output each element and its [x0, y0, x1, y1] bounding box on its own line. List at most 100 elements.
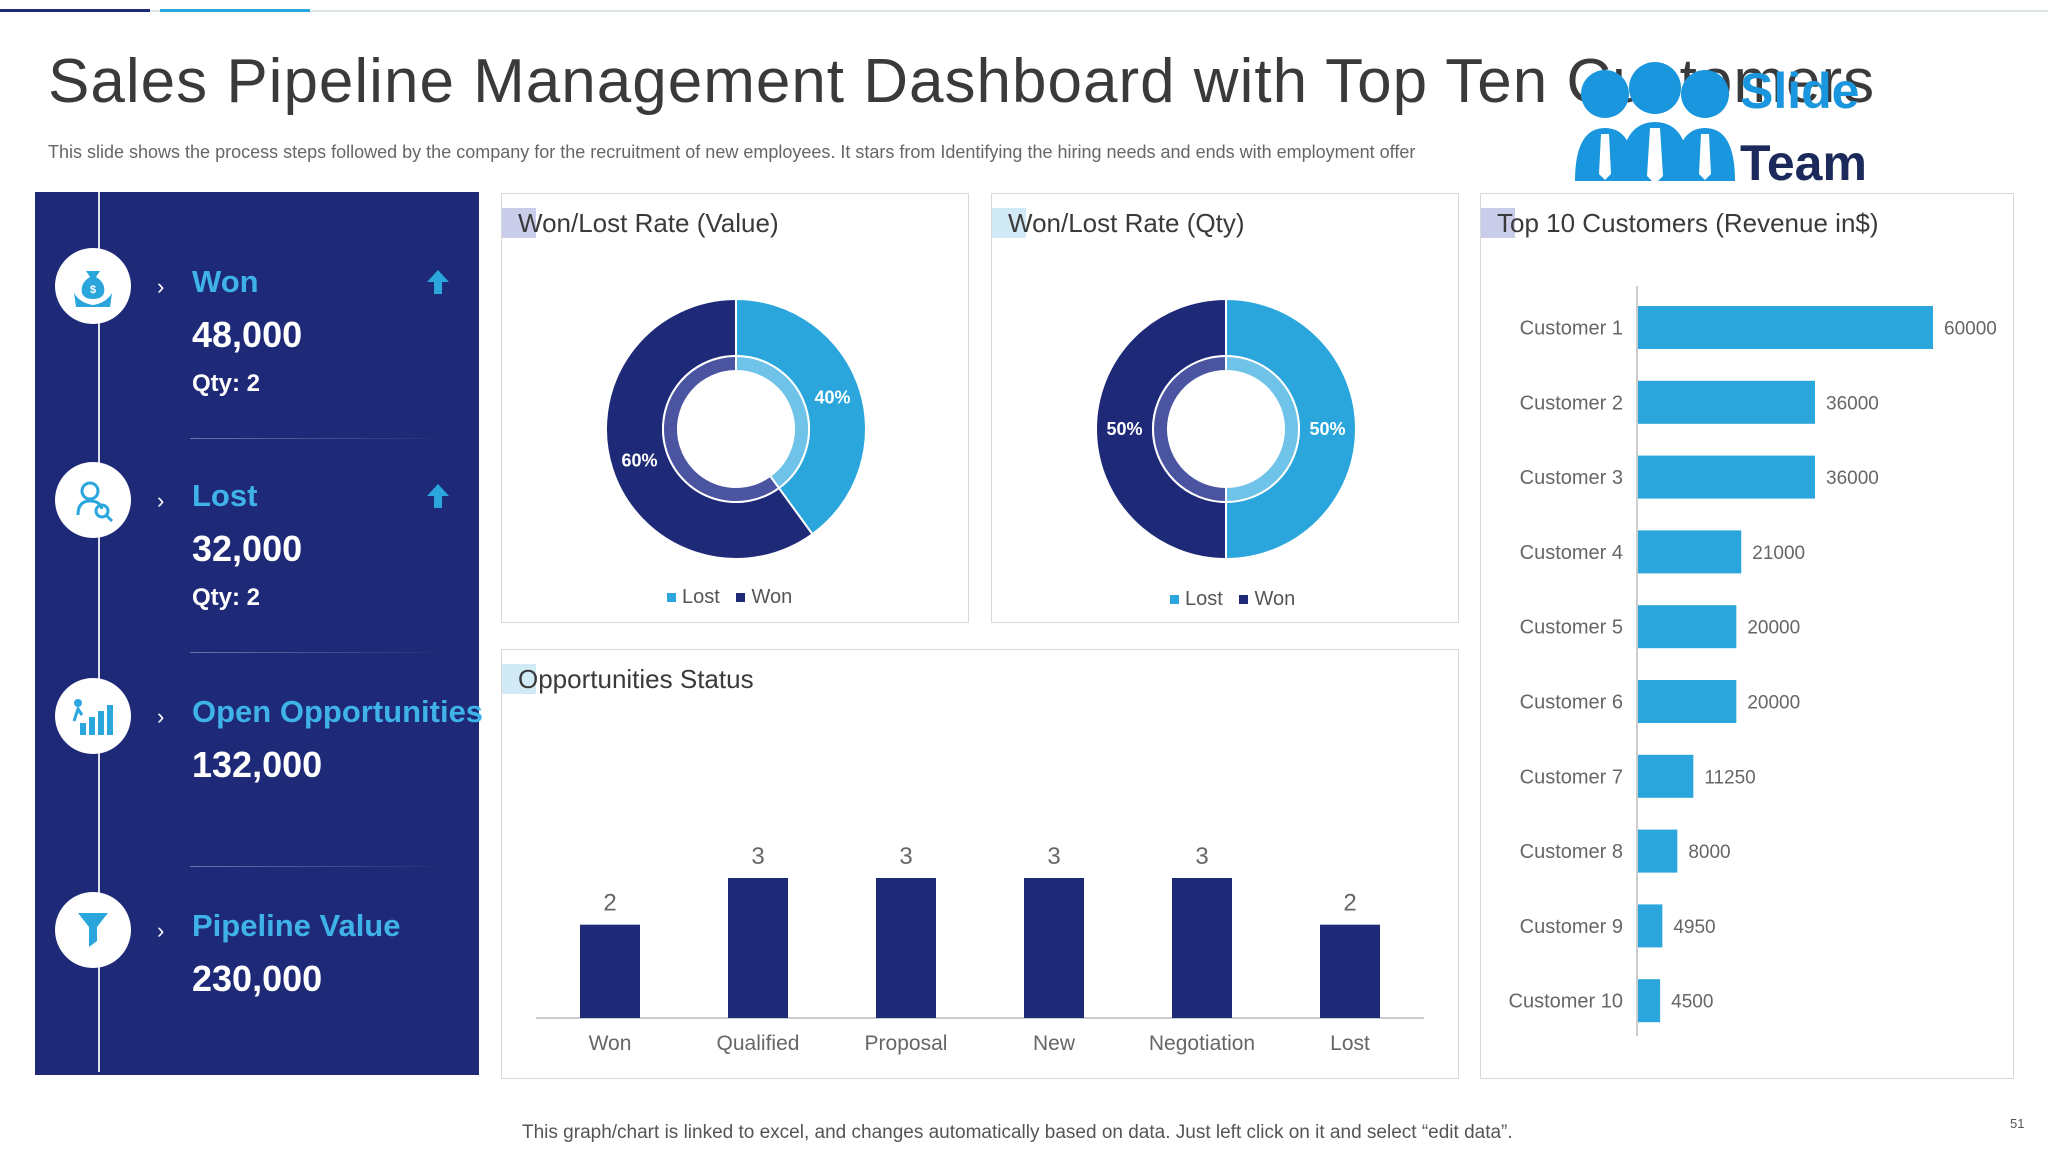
bar-value-label: 3	[1047, 843, 1060, 870]
bar-value-label: 36000	[1826, 468, 1879, 489]
bar-value-label: 8000	[1688, 842, 1730, 863]
top-customers-card: Top 10 Customers (Revenue in$) Customer …	[1480, 193, 2014, 1079]
kpi-won-value: 48,000	[192, 314, 303, 355]
donut-data-label: 50%	[1309, 419, 1345, 439]
page-title: Sales Pipeline Management Dashboard with…	[48, 47, 1876, 116]
y-tick-label: Customer 9	[1520, 916, 1623, 938]
bar-value-label: 3	[899, 843, 912, 870]
chevron-right-icon: ›	[157, 918, 165, 943]
chevron-right-icon: ›	[157, 704, 165, 729]
top-rule-accent-blue	[160, 9, 310, 12]
legend-swatch	[1239, 595, 1249, 605]
slideteam-logo: Slide Team	[1570, 56, 1870, 191]
bar-new	[1024, 878, 1084, 1018]
kpi-open-value: 132,000	[192, 744, 323, 785]
legend-label: Won	[1254, 588, 1296, 610]
arrow-up-icon	[425, 482, 451, 515]
legend-item-lost: Lost	[1170, 588, 1223, 610]
donut-data-label: 60%	[621, 450, 657, 470]
won-lost-value-card: Won/Lost Rate (Value) 40% 60% Lost Won	[501, 193, 969, 623]
y-tick-label: Customer 5	[1520, 617, 1623, 639]
hand-funnel-icon	[55, 892, 131, 968]
bar-value-label: 20000	[1747, 618, 1800, 639]
card-title-accent	[502, 664, 536, 694]
y-tick-label: Customer 8	[1520, 841, 1623, 863]
bar-value-label: 3	[1195, 843, 1208, 870]
opportunities-status-card: Opportunities Status 2 Won 3 Qualified 3 Prop…	[501, 649, 1459, 1079]
money-bag-hands-icon: $	[55, 248, 131, 324]
top-rule-accent-navy	[0, 9, 150, 12]
y-tick-label: Customer 10	[1509, 991, 1624, 1013]
legend-item-lost: Lost	[667, 586, 720, 608]
bar-value-label: 2	[603, 890, 616, 917]
donut-data-label: 50%	[1106, 419, 1142, 439]
bar-customer-1	[1638, 306, 1933, 349]
bar-customer-2	[1638, 380, 1815, 424]
growth-chart-icon	[55, 678, 131, 754]
bar-customer-4	[1638, 530, 1742, 574]
page-subtitle: This slide shows the process steps follo…	[48, 142, 1416, 162]
x-tick-label: Qualified	[717, 1032, 800, 1055]
bar-value-label: 4500	[1671, 992, 1713, 1013]
bar-value-label: 11250	[1704, 767, 1755, 788]
chevron-right-icon: ›	[157, 274, 165, 299]
bar-value-label: 3	[751, 843, 764, 870]
x-tick-label: New	[1033, 1032, 1076, 1055]
logo-text-team: Team	[1740, 135, 1867, 191]
opportunities-bar-chart: 2 Won 3 Qualified 3 Proposal 3 New 3 Negotiation 2…	[536, 843, 1424, 1055]
legend-swatch	[1170, 595, 1179, 605]
bar-negotiation	[1172, 878, 1232, 1018]
y-tick-label: Customer 2	[1520, 392, 1623, 414]
bar-value-label: 60000	[1944, 319, 1997, 340]
bar-won	[580, 924, 640, 1018]
chevron-right-icon: ›	[157, 488, 165, 513]
kpi-open-label: Open Opportunities	[192, 694, 484, 729]
y-tick-label: Customer 4	[1520, 542, 1623, 564]
kpi-divider	[190, 652, 450, 653]
footer-note: This graph/chart is linked to excel, and…	[522, 1122, 1513, 1143]
bar-proposal	[876, 878, 936, 1018]
kpi-divider	[190, 866, 450, 867]
top-customers-bar-chart: Customer 1 60000 Customer 2 36000 Customer 3…	[1509, 286, 1997, 1036]
y-tick-label: Customer 3	[1520, 467, 1623, 489]
donut-data-label: 40%	[815, 388, 851, 408]
person-search-icon	[55, 462, 131, 538]
bar-qualified	[728, 878, 788, 1018]
kpi-lost-value: 32,000	[192, 528, 303, 569]
bar-customer-10	[1638, 979, 1661, 1023]
legend-item-won: Won	[736, 586, 792, 608]
bar-value-label: 20000	[1747, 693, 1800, 714]
y-tick-label: Customer 6	[1520, 692, 1623, 714]
arrow-up-icon	[425, 268, 451, 301]
kpi-won-label: Won	[192, 264, 259, 299]
kpi-lost-label: Lost	[192, 478, 258, 513]
legend-swatch	[736, 593, 746, 603]
logo-text-slide: Slide	[1740, 63, 1860, 119]
people-logo-icon	[1575, 62, 1735, 184]
top-rule	[0, 10, 2048, 12]
kpi-lost-qty: Qty: 2	[192, 584, 261, 611]
bar-customer-8	[1638, 829, 1678, 873]
kpi-timeline-line	[98, 192, 100, 1072]
won-lost-value-donut: 40% 60%	[605, 297, 867, 560]
legend-label: Lost	[682, 586, 720, 608]
bar-customer-7	[1638, 754, 1694, 798]
x-tick-label: Proposal	[865, 1032, 948, 1055]
bar-customer-9	[1638, 904, 1663, 948]
card-title-accent	[992, 208, 1026, 238]
bar-value-label: 2	[1343, 890, 1356, 917]
kpi-pipeline-value-number: 230,000	[192, 958, 323, 999]
card-title: Won/Lost Rate (Qty)	[1008, 208, 1245, 238]
card-title: Won/Lost Rate (Value)	[518, 208, 779, 238]
x-tick-label: Won	[589, 1032, 632, 1055]
y-tick-label: Customer 1	[1520, 318, 1623, 340]
bar-lost	[1320, 924, 1380, 1018]
won-lost-qty-card: Won/Lost Rate (Qty) 50% 50% Lost Won	[991, 193, 1459, 623]
bar-value-label: 4950	[1673, 917, 1715, 938]
y-tick-label: Customer 7	[1520, 766, 1623, 788]
donut-inner-ring-won	[1152, 354, 1227, 504]
kpi-won-qty: Qty: 2	[192, 370, 261, 397]
x-tick-label: Negotiation	[1149, 1032, 1255, 1055]
legend-swatch	[667, 593, 676, 603]
card-title: Opportunities Status	[518, 664, 754, 694]
